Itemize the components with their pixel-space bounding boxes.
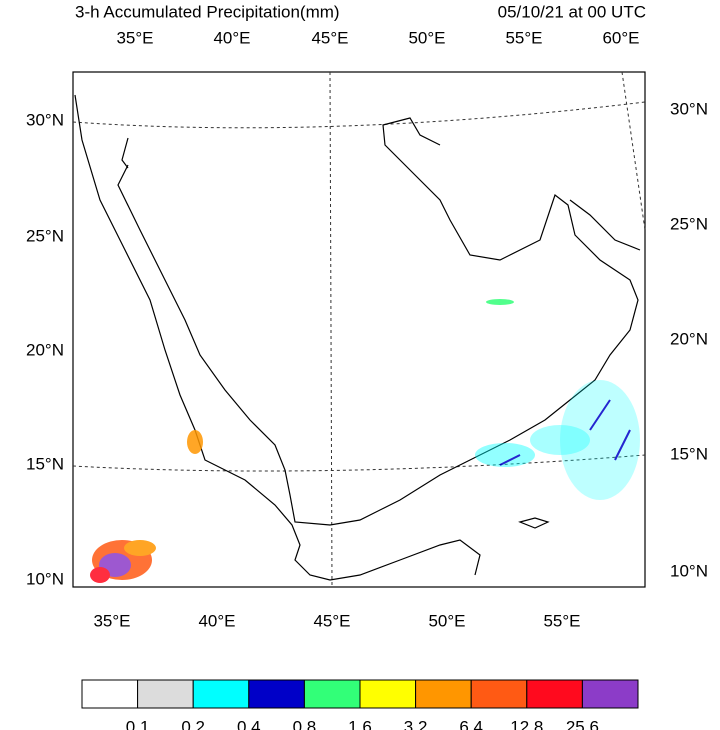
- lon-label: 40°E: [198, 611, 235, 630]
- colorbar-box: [192, 679, 250, 709]
- island: [518, 517, 550, 529]
- coastline: [121, 137, 129, 169]
- lat-label: 30°N: [26, 110, 64, 129]
- lon-label: 55°E: [505, 28, 542, 47]
- lat-label: 30°N: [670, 99, 708, 118]
- lat-label: 20°N: [26, 340, 64, 359]
- graticule: [72, 101, 646, 129]
- colorbar-box: [137, 679, 194, 709]
- coastline: [569, 199, 641, 251]
- colorbar-box: [81, 679, 139, 709]
- lat-label: 10°N: [26, 569, 64, 588]
- lat-label: 25°N: [670, 214, 708, 233]
- coastline: [117, 117, 639, 526]
- map-area: [72, 71, 646, 588]
- lon-label: 35°E: [116, 28, 153, 47]
- axis-labels: 35°E 40°E 45°E 50°E 55°E 60°E 35°E 40°E 45°E 50°E…: [26, 28, 708, 630]
- colorbar-box: [303, 679, 361, 709]
- coastline: [74, 94, 481, 581]
- colorbar-label: 25.6: [566, 717, 599, 730]
- colorbar-label: 0.4: [237, 717, 261, 730]
- lat-label: 20°N: [670, 329, 708, 348]
- lon-label: 50°E: [408, 28, 445, 47]
- colorbar-label: 1.6: [348, 717, 372, 730]
- map-title: 3-h Accumulated Precipitation(mm): [75, 2, 340, 21]
- colorbar-box: [470, 679, 528, 709]
- lat-label: 15°N: [670, 444, 708, 463]
- colorbar-label: 12.8: [510, 717, 543, 730]
- lon-label: 40°E: [213, 28, 250, 47]
- lon-label: 45°E: [313, 611, 350, 630]
- lon-label: 45°E: [311, 28, 348, 47]
- lon-label: 55°E: [543, 611, 580, 630]
- colorbar-box: [581, 679, 639, 709]
- graticule: [329, 71, 333, 588]
- graticule: [72, 454, 646, 472]
- colorbar-label: 6.4: [459, 717, 483, 730]
- lat-label: 15°N: [26, 454, 64, 473]
- colorbar-label: 3.2: [404, 717, 428, 730]
- colorbar: 0.1 0.2 0.4 0.8 1.6 3.2 6.4 12.8 25.6: [81, 679, 639, 730]
- map-frame: [72, 71, 646, 588]
- precip-field: [90, 299, 640, 583]
- colorbar-label: 0.2: [181, 717, 205, 730]
- graticule: [621, 71, 646, 231]
- colorbar-box: [526, 679, 583, 709]
- lat-label: 10°N: [670, 561, 708, 580]
- lon-label: 50°E: [428, 611, 465, 630]
- lat-label: 25°N: [26, 226, 64, 245]
- colorbar-box: [415, 679, 472, 709]
- colorbar-box: [248, 679, 305, 709]
- lon-label: 35°E: [93, 611, 130, 630]
- map-date: 05/10/21 at 00 UTC: [498, 2, 646, 21]
- colorbar-box: [359, 679, 417, 709]
- colorbar-label: 0.8: [293, 717, 317, 730]
- lon-label: 60°E: [602, 28, 639, 47]
- colorbar-label: 0.1: [126, 717, 150, 730]
